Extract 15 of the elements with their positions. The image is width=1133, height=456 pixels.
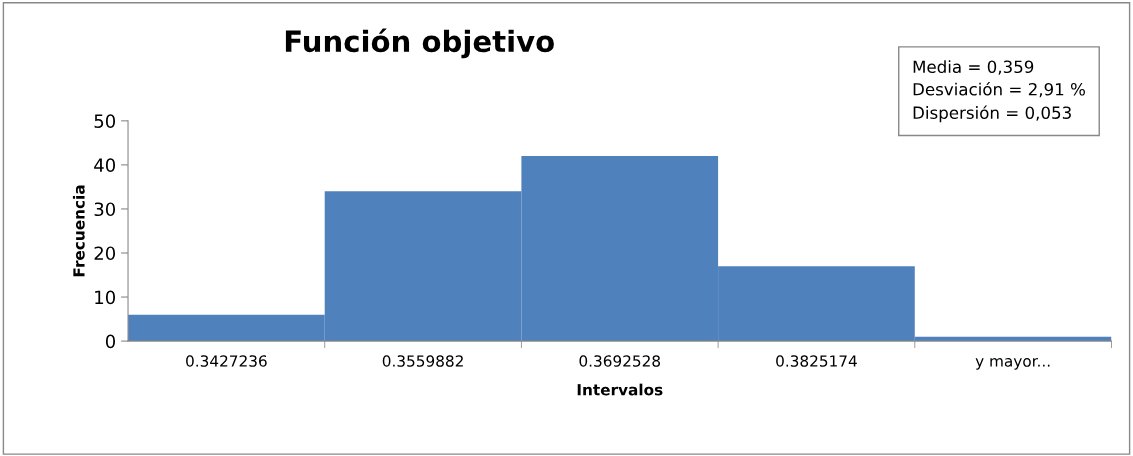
y-tick-label: 50 — [94, 114, 116, 128]
x-axis-title: Intervalos — [577, 383, 663, 396]
y-tick-label: 10 — [95, 290, 116, 305]
annotation: Media = 0,359 Desviación = 2,91 % Dispersión = 0,053 — [913, 60, 1085, 123]
x-tick-label: 0.3427236 — [186, 355, 267, 367]
x-tick-label: 0.3825174 — [776, 355, 857, 367]
chart-title: Función objetivo — [285, 28, 554, 59]
x-tick-label: y mayor... — [975, 358, 1050, 370]
x-tick-label: 0.3559882 — [382, 355, 463, 367]
y-axis-title: Frecuencia — [72, 185, 85, 277]
y-tick-label: 20 — [94, 246, 116, 261]
y-tick-label: 30 — [94, 202, 116, 217]
x-tick-label: 0.3692528 — [579, 355, 661, 367]
y-tick-label: 0 — [105, 334, 116, 349]
y-tick-label: 40 — [94, 158, 116, 173]
